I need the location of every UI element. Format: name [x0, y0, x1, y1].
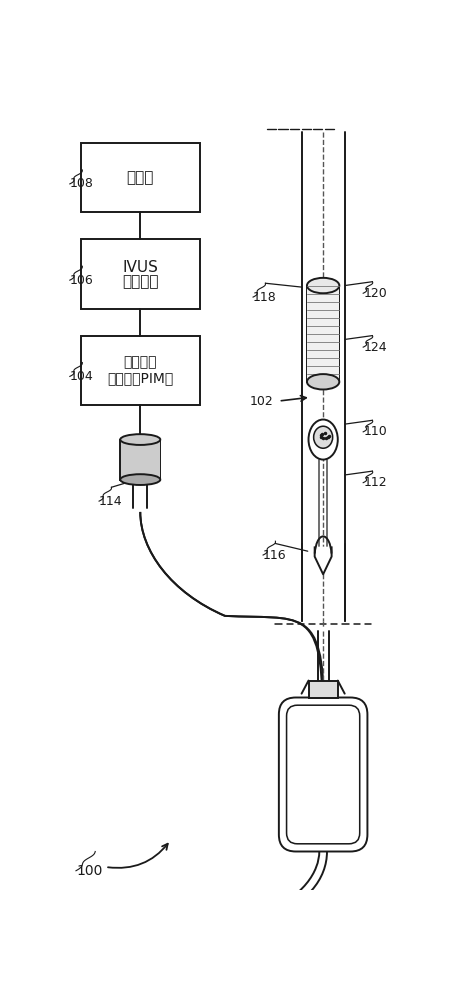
Text: 110: 110: [363, 425, 387, 438]
Text: 患者接口: 患者接口: [124, 356, 157, 370]
Ellipse shape: [120, 434, 160, 445]
FancyBboxPatch shape: [279, 698, 368, 852]
Ellipse shape: [307, 278, 339, 293]
Text: IVUS: IVUS: [122, 260, 158, 275]
Bar: [81, 239, 200, 309]
Text: 102: 102: [250, 395, 274, 408]
FancyBboxPatch shape: [287, 705, 360, 844]
Text: 108: 108: [70, 177, 94, 190]
Text: 100: 100: [76, 864, 102, 878]
Text: 114: 114: [99, 495, 123, 508]
Text: 118: 118: [253, 291, 277, 304]
Bar: [120, 440, 160, 480]
Text: 116: 116: [263, 549, 287, 562]
Ellipse shape: [313, 426, 332, 448]
Text: 106: 106: [70, 274, 94, 287]
Text: 124: 124: [363, 341, 387, 354]
Text: 120: 120: [363, 287, 387, 300]
Ellipse shape: [308, 420, 338, 460]
Bar: [121, 440, 160, 480]
Ellipse shape: [307, 374, 339, 389]
Text: 104: 104: [70, 370, 94, 383]
Text: 处理系统: 处理系统: [122, 274, 158, 289]
Ellipse shape: [120, 474, 160, 485]
Bar: [308, 681, 338, 698]
Bar: [81, 336, 200, 405]
Text: 监测器（PIM）: 监测器（PIM）: [107, 371, 173, 385]
Bar: [81, 143, 200, 212]
Text: 监视器: 监视器: [126, 170, 154, 185]
Polygon shape: [315, 547, 332, 574]
Bar: [307, 286, 339, 382]
Text: 112: 112: [363, 476, 387, 489]
